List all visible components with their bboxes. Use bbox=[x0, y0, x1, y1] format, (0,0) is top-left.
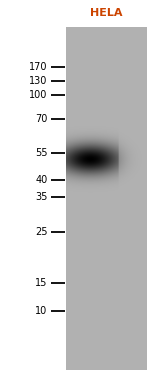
Text: 25: 25 bbox=[35, 227, 48, 237]
Text: HELA: HELA bbox=[90, 8, 123, 18]
Text: 130: 130 bbox=[29, 76, 48, 86]
Text: 70: 70 bbox=[35, 114, 48, 123]
Text: 15: 15 bbox=[35, 278, 48, 288]
Text: 35: 35 bbox=[35, 192, 48, 202]
Text: 100: 100 bbox=[29, 90, 48, 99]
Text: 10: 10 bbox=[35, 306, 48, 315]
Text: 40: 40 bbox=[35, 175, 48, 185]
Text: 55: 55 bbox=[35, 148, 48, 158]
Text: 170: 170 bbox=[29, 62, 48, 72]
